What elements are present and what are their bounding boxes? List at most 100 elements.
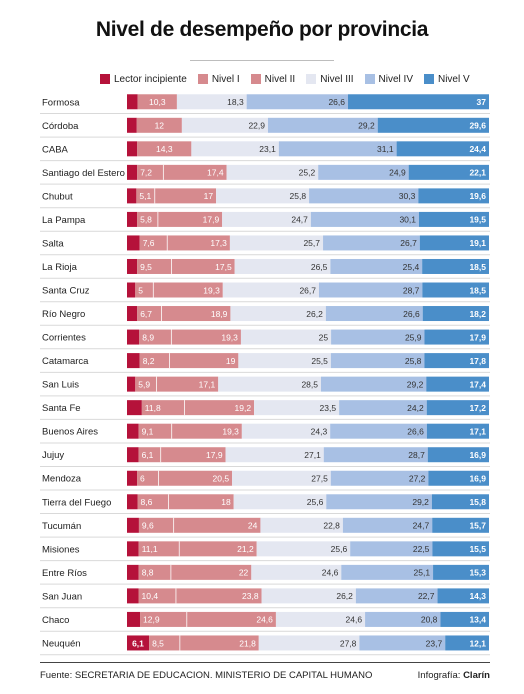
bar-segment bbox=[135, 282, 154, 298]
bar-segment bbox=[171, 258, 235, 274]
data-label: 8,6 bbox=[141, 497, 153, 507]
category-label: Santiago del Estero bbox=[42, 168, 125, 179]
data-label: 24,6 bbox=[346, 615, 363, 625]
bar-segment bbox=[127, 611, 141, 627]
bar-segment bbox=[278, 141, 397, 157]
data-label: 28,7 bbox=[403, 285, 420, 295]
bar-segment bbox=[261, 588, 356, 604]
bar-segment bbox=[139, 329, 172, 345]
data-label: 19 bbox=[226, 356, 236, 366]
category-label: San Juan bbox=[42, 591, 82, 602]
bar-segment bbox=[427, 447, 489, 463]
data-label: 26,7 bbox=[400, 238, 417, 248]
bar-segment bbox=[154, 188, 217, 204]
data-label: 8,2 bbox=[143, 356, 155, 366]
category-label: Buenos Aires bbox=[42, 427, 98, 438]
data-label: 6,1 bbox=[142, 450, 154, 460]
bar-segment bbox=[136, 188, 155, 204]
data-label: 25,8 bbox=[290, 191, 307, 201]
data-label: 15,8 bbox=[469, 497, 486, 507]
bar-segment bbox=[348, 94, 489, 110]
data-label: 37 bbox=[477, 97, 487, 107]
bar-segment bbox=[330, 423, 427, 439]
bar-segment bbox=[240, 329, 332, 345]
data-label: 9,1 bbox=[142, 427, 154, 437]
bar-segment bbox=[310, 211, 419, 227]
legend-swatch-1 bbox=[197, 74, 208, 84]
bar-segment bbox=[137, 306, 162, 322]
bar-segment bbox=[139, 353, 170, 369]
category-label: La Rioja bbox=[42, 262, 78, 273]
category-label: La Pampa bbox=[42, 215, 86, 226]
bar-segment bbox=[419, 235, 489, 251]
legend-swatch-0 bbox=[100, 74, 110, 84]
bar-segment bbox=[127, 470, 138, 486]
bar-segment bbox=[127, 117, 137, 133]
bar-segment bbox=[137, 494, 169, 510]
data-label: 16,9 bbox=[469, 474, 486, 484]
bar-segment bbox=[432, 517, 489, 533]
bar-segment bbox=[426, 376, 489, 392]
legend-label-3: Nivel III bbox=[320, 73, 354, 85]
bar-segment bbox=[318, 164, 409, 180]
data-label: 24,3 bbox=[311, 427, 328, 437]
data-label: 30,1 bbox=[399, 215, 416, 225]
data-label: 24,4 bbox=[469, 144, 486, 154]
category-label: Chubut bbox=[42, 191, 73, 202]
category-label: Neuquén bbox=[42, 639, 81, 650]
category-label: Jujuy bbox=[42, 450, 64, 461]
bar-segment bbox=[156, 376, 219, 392]
bar-segment bbox=[222, 282, 319, 298]
category-label: Córdoba bbox=[42, 121, 79, 132]
data-label: 15,3 bbox=[469, 568, 486, 578]
bar-segment bbox=[138, 517, 174, 533]
legend-swatch-5 bbox=[423, 74, 434, 84]
data-label: 27,1 bbox=[304, 450, 321, 460]
bar-segment bbox=[440, 611, 489, 627]
bar-segment bbox=[127, 447, 139, 463]
bar-segment bbox=[149, 635, 180, 651]
data-label: 23,7 bbox=[426, 638, 443, 648]
category-label: Santa Fe bbox=[42, 403, 81, 414]
data-label: 25,8 bbox=[405, 356, 422, 366]
bar-segment bbox=[127, 376, 136, 392]
bar-segment bbox=[216, 188, 310, 204]
data-label: 29,6 bbox=[469, 121, 486, 131]
data-label: 24,9 bbox=[389, 168, 406, 178]
bar-segment bbox=[258, 635, 360, 651]
data-label: 14,3 bbox=[156, 144, 173, 154]
data-label: 20,5 bbox=[213, 474, 230, 484]
bar-segment bbox=[418, 188, 489, 204]
category-label: Chaco bbox=[42, 615, 69, 626]
data-label: 18,9 bbox=[211, 309, 228, 319]
data-label: 24,7 bbox=[291, 215, 308, 225]
category-label: CABA bbox=[42, 144, 69, 155]
data-label: 8,9 bbox=[142, 332, 154, 342]
data-label: 25,7 bbox=[303, 238, 320, 248]
bar-segment bbox=[140, 611, 187, 627]
bar-segment bbox=[173, 517, 261, 533]
bar-segment bbox=[445, 635, 489, 651]
bar-segment bbox=[320, 376, 427, 392]
bar-segment bbox=[422, 306, 489, 322]
bar-segment bbox=[422, 258, 489, 274]
bar-segment bbox=[433, 564, 489, 580]
credit-name: Clarín bbox=[463, 670, 490, 681]
bar-segment bbox=[251, 564, 342, 580]
bar-segment bbox=[422, 282, 489, 298]
data-label: 24,6 bbox=[322, 568, 339, 578]
data-label: 6,1 bbox=[132, 638, 144, 648]
bar-segment bbox=[127, 141, 138, 157]
bar-segment bbox=[158, 470, 233, 486]
legend-swatch-2 bbox=[250, 74, 261, 84]
bar-segment bbox=[325, 306, 423, 322]
data-label: 19,3 bbox=[203, 285, 220, 295]
bar-segment bbox=[418, 211, 489, 227]
bar-segment bbox=[330, 470, 429, 486]
data-label: 24,2 bbox=[407, 403, 424, 413]
bar-segment bbox=[256, 541, 351, 557]
bar-segment bbox=[138, 423, 172, 439]
data-label: 26,2 bbox=[336, 591, 353, 601]
data-label: 26,6 bbox=[407, 427, 424, 437]
category-label: Entre Ríos bbox=[42, 568, 87, 579]
